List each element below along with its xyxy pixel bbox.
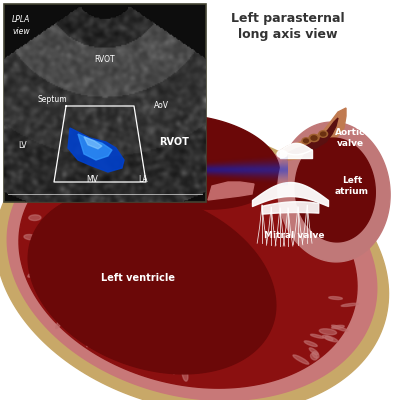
Ellipse shape: [64, 320, 71, 328]
Ellipse shape: [92, 154, 104, 166]
Polygon shape: [278, 122, 390, 262]
Ellipse shape: [264, 173, 274, 186]
Text: RVOT: RVOT: [94, 55, 115, 64]
Ellipse shape: [29, 215, 41, 220]
Ellipse shape: [56, 314, 66, 328]
Text: view: view: [12, 27, 30, 36]
Polygon shape: [278, 108, 346, 160]
Ellipse shape: [70, 158, 78, 166]
Ellipse shape: [43, 292, 54, 300]
Ellipse shape: [329, 296, 342, 300]
Ellipse shape: [87, 332, 93, 347]
Ellipse shape: [333, 242, 346, 248]
Ellipse shape: [68, 322, 77, 330]
Ellipse shape: [332, 325, 344, 329]
Text: LPLA: LPLA: [12, 15, 30, 24]
Polygon shape: [68, 128, 124, 172]
Polygon shape: [84, 137, 102, 149]
Ellipse shape: [311, 136, 317, 140]
Text: Left parasternal
long axis view: Left parasternal long axis view: [231, 12, 345, 41]
Text: RVOT: RVOT: [159, 137, 189, 147]
Polygon shape: [0, 123, 388, 400]
Ellipse shape: [81, 325, 90, 334]
Ellipse shape: [48, 301, 54, 307]
Ellipse shape: [322, 335, 338, 342]
Ellipse shape: [310, 353, 317, 360]
Ellipse shape: [60, 174, 69, 182]
Ellipse shape: [319, 329, 336, 335]
Ellipse shape: [113, 348, 120, 358]
Text: MV: MV: [86, 175, 98, 184]
Text: Left ventricle: Left ventricle: [101, 273, 175, 283]
Ellipse shape: [173, 365, 176, 374]
Ellipse shape: [277, 150, 287, 158]
Ellipse shape: [24, 234, 36, 240]
Ellipse shape: [223, 152, 227, 165]
Ellipse shape: [319, 131, 328, 137]
Ellipse shape: [28, 272, 35, 277]
Ellipse shape: [293, 355, 309, 364]
Ellipse shape: [182, 367, 188, 381]
Ellipse shape: [298, 194, 306, 200]
Ellipse shape: [304, 341, 317, 346]
Ellipse shape: [181, 140, 186, 157]
Ellipse shape: [55, 174, 72, 182]
Bar: [4, 4, 206, 202]
Polygon shape: [78, 134, 112, 160]
Ellipse shape: [325, 336, 333, 340]
Polygon shape: [19, 140, 357, 388]
Polygon shape: [105, 115, 279, 209]
Ellipse shape: [337, 253, 353, 258]
Ellipse shape: [302, 138, 310, 144]
Text: Mitral valve: Mitral valve: [264, 232, 324, 240]
Text: AoV: AoV: [154, 101, 169, 110]
Polygon shape: [28, 190, 276, 374]
Ellipse shape: [309, 134, 319, 142]
Ellipse shape: [310, 334, 324, 338]
Ellipse shape: [167, 142, 172, 159]
Text: Left
atrium: Left atrium: [335, 176, 369, 196]
Polygon shape: [295, 138, 375, 242]
Ellipse shape: [312, 352, 319, 358]
Polygon shape: [208, 182, 254, 200]
Text: Aortic
valve: Aortic valve: [335, 128, 365, 148]
Ellipse shape: [65, 308, 71, 318]
Ellipse shape: [309, 348, 318, 355]
Ellipse shape: [304, 139, 308, 143]
Text: Septum: Septum: [38, 95, 68, 104]
Polygon shape: [288, 118, 338, 154]
Ellipse shape: [341, 303, 358, 306]
Text: LV: LV: [18, 141, 27, 150]
Polygon shape: [7, 128, 377, 400]
Ellipse shape: [85, 155, 95, 166]
Text: LA: LA: [138, 175, 148, 184]
Ellipse shape: [332, 325, 348, 331]
Ellipse shape: [238, 164, 245, 176]
Ellipse shape: [320, 132, 326, 136]
